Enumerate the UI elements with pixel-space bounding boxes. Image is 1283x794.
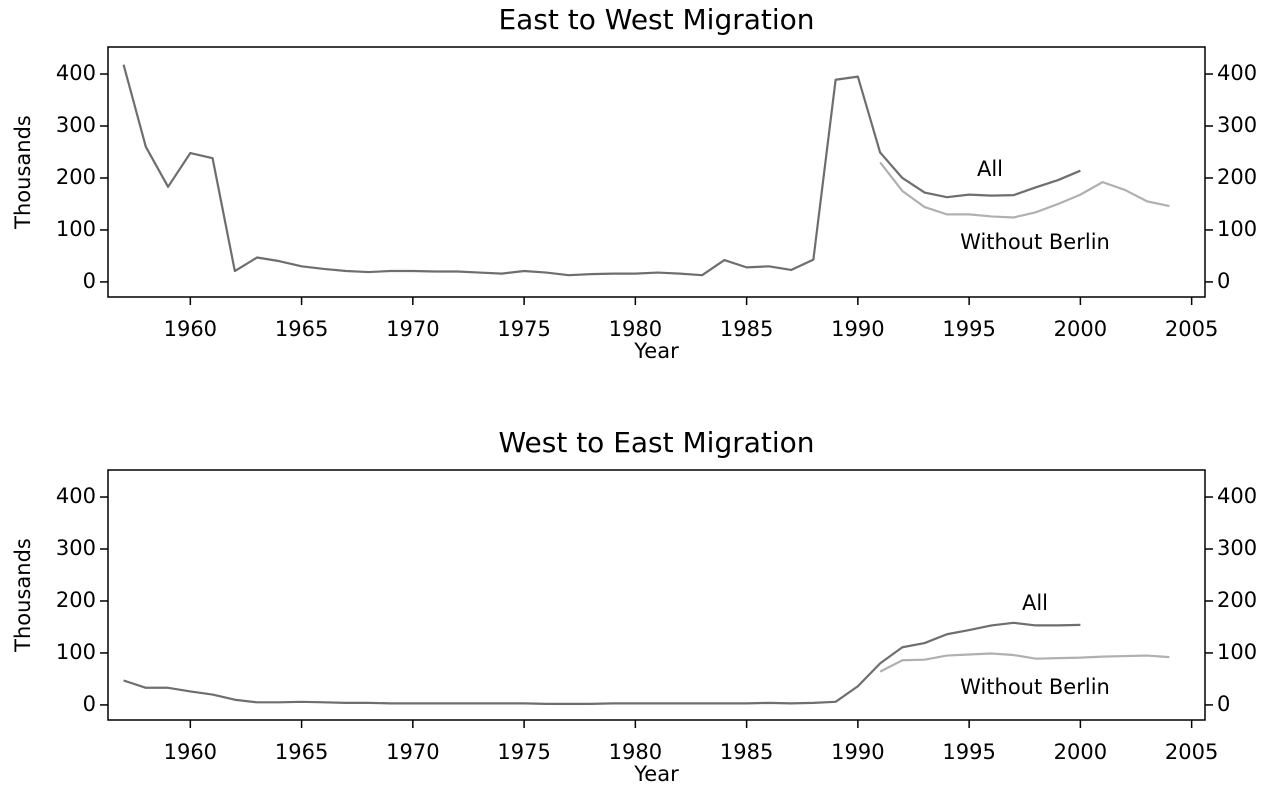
y-tick-label: 200 xyxy=(56,165,96,189)
x-tick-label: 2000 xyxy=(1054,740,1107,764)
x-axis-label: Year xyxy=(633,762,679,786)
y-tick-label: 0 xyxy=(83,269,96,293)
x-tick-label: 1960 xyxy=(164,317,217,341)
x-tick-label: 2005 xyxy=(1165,740,1218,764)
x-tick-label: 1985 xyxy=(720,317,773,341)
series-label: Without Berlin xyxy=(960,675,1110,699)
y-tick-label: 300 xyxy=(56,536,96,560)
y2-tick-label: 400 xyxy=(1217,484,1257,508)
x-tick-label: 2000 xyxy=(1054,317,1107,341)
y2-tick-label: 0 xyxy=(1217,692,1230,716)
x-tick-label: 1970 xyxy=(386,317,439,341)
y2-tick-label: 300 xyxy=(1217,113,1257,137)
x-tick-label: 1985 xyxy=(720,740,773,764)
y2-tick-label: 200 xyxy=(1217,588,1257,612)
y2-tick-label: 0 xyxy=(1217,269,1230,293)
x-axis-label: Year xyxy=(633,339,679,363)
y-tick-label: 200 xyxy=(56,588,96,612)
series-line xyxy=(879,652,1170,673)
x-tick-label: 1995 xyxy=(942,740,995,764)
series-label: All xyxy=(977,157,1003,181)
y-tick-label: 400 xyxy=(56,484,96,508)
y2-tick-label: 400 xyxy=(1217,61,1257,85)
plot-frame xyxy=(107,469,1206,721)
x-tick-label: 1980 xyxy=(609,740,662,764)
y-tick-label: 100 xyxy=(56,217,96,241)
y-tick-label: 400 xyxy=(56,61,96,85)
series-line xyxy=(123,621,1081,705)
series-label: All xyxy=(1022,591,1048,615)
x-tick-label: 1995 xyxy=(942,317,995,341)
x-tick-label: 1960 xyxy=(164,740,217,764)
y-tick-label: 300 xyxy=(56,113,96,137)
x-tick-label: 1965 xyxy=(275,740,328,764)
x-tick-label: 1970 xyxy=(386,740,439,764)
y2-tick-label: 100 xyxy=(1217,217,1257,241)
x-tick-label: 1975 xyxy=(497,740,550,764)
y2-tick-label: 100 xyxy=(1217,640,1257,664)
y2-tick-label: 300 xyxy=(1217,536,1257,560)
series-line xyxy=(122,64,1081,277)
series-label: Without Berlin xyxy=(960,230,1110,254)
y2-tick-label: 200 xyxy=(1217,165,1257,189)
y-axis-label: Thousands xyxy=(11,538,35,653)
x-tick-label: 1965 xyxy=(275,317,328,341)
x-tick-label: 1990 xyxy=(831,317,884,341)
x-tick-label: 1990 xyxy=(831,740,884,764)
x-tick-label: 1980 xyxy=(609,317,662,341)
series-line xyxy=(879,161,1170,219)
x-tick-label: 2005 xyxy=(1165,317,1218,341)
chart-title: West to East Migration xyxy=(498,426,814,459)
x-tick-label: 1975 xyxy=(497,317,550,341)
y-axis-label: Thousands xyxy=(11,115,35,230)
y-tick-label: 100 xyxy=(56,640,96,664)
chart-title: East to West Migration xyxy=(498,3,814,36)
y-tick-label: 0 xyxy=(83,692,96,716)
plot-frame xyxy=(107,46,1206,298)
